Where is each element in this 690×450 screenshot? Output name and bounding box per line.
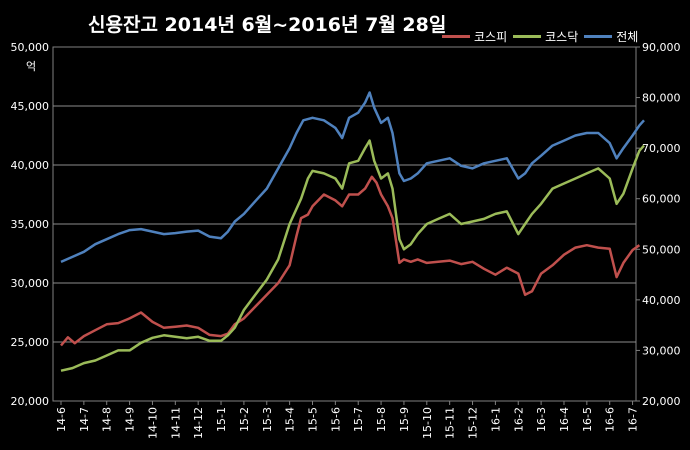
right-axis-tick-label: 40,000 — [642, 294, 681, 307]
legend-swatch-total — [584, 35, 613, 38]
x-axis-tick-label: 16-6 — [604, 407, 617, 432]
x-axis-tick-label: 15-5 — [306, 407, 319, 432]
left-axis-tick-label: 30,000 — [11, 277, 50, 290]
series-line — [60, 175, 641, 347]
x-axis-tick-label: 14-8 — [101, 407, 114, 432]
x-axis-tick-label: 15-4 — [284, 407, 297, 432]
right-axis-tick-label: 80,000 — [642, 92, 681, 105]
legend-item-kospi: 코스피 — [442, 28, 507, 45]
x-axis-tick-label: 14-11 — [169, 407, 182, 439]
legend-label-kosdaq: 코스닥 — [545, 30, 579, 44]
legend-label-total: 전체 — [616, 30, 639, 44]
x-axis-tick-label: 15-3 — [261, 407, 274, 432]
left-axis-tick-label: 50,000 — [11, 41, 50, 54]
chart-title: 신용잔고 2014년 6월~2016년 7월 28일 — [88, 14, 447, 36]
left-axis-unit: 억 — [26, 60, 37, 73]
left-axis-tick-label: 35,000 — [11, 218, 50, 231]
x-axis-tick-label: 15-2 — [238, 407, 251, 432]
x-axis-tick-label: 14-12 — [192, 407, 205, 439]
right-axis-tick-label: 70,000 — [642, 142, 681, 155]
left-axis-tick-label: 45,000 — [11, 100, 50, 113]
left-axis-tick-label: 25,000 — [11, 336, 50, 349]
x-axis-tick-label: 14-6 — [55, 407, 68, 432]
x-axis-tick-label: 15-6 — [329, 407, 342, 432]
x-axis-tick-label: 16-3 — [535, 407, 548, 432]
series-line — [60, 91, 645, 264]
x-axis-tick-label: 14-7 — [78, 407, 91, 432]
chart-legend: 코스피 코스닥 전체 — [442, 28, 644, 45]
legend-swatch-kosdaq — [513, 35, 542, 38]
right-axis-tick-label: 50,000 — [642, 243, 681, 256]
right-axis-tick-label: 20,000 — [642, 395, 681, 408]
x-axis-tick-label: 16-5 — [581, 407, 594, 432]
legend-item-kosdaq: 코스닥 — [513, 28, 578, 45]
x-axis-tick-label: 15-8 — [375, 407, 388, 432]
x-axis-tick-label: 15-9 — [398, 407, 411, 432]
legend-label-kospi: 코스피 — [474, 30, 508, 44]
right-axis-tick-label: 90,000 — [642, 41, 681, 54]
left-axis-tick-label: 40,000 — [11, 159, 50, 172]
legend-swatch-kospi — [442, 35, 470, 38]
legend-item-total: 전체 — [584, 28, 638, 45]
x-axis-tick-label: 16-2 — [512, 407, 525, 432]
x-axis-tick-label: 14-10 — [146, 407, 159, 439]
x-axis-tick-label: 15-10 — [421, 407, 434, 439]
x-axis-tick-label: 14-9 — [124, 407, 137, 432]
x-axis-tick-label: 16-4 — [558, 407, 571, 432]
x-axis-tick-label: 16-7 — [627, 407, 640, 432]
left-axis-tick-label: 20,000 — [11, 395, 50, 408]
right-axis-tick-label: 60,000 — [642, 193, 681, 206]
x-axis-tick-label: 15-7 — [352, 407, 365, 432]
x-axis-tick-label: 15-11 — [444, 407, 457, 439]
x-axis-tick-label: 15-1 — [215, 407, 228, 432]
x-axis-tick-label: 15-12 — [467, 407, 480, 439]
series-line — [60, 139, 645, 372]
x-axis-tick-label: 16-1 — [489, 407, 502, 432]
right-axis-tick-label: 30,000 — [642, 344, 681, 357]
